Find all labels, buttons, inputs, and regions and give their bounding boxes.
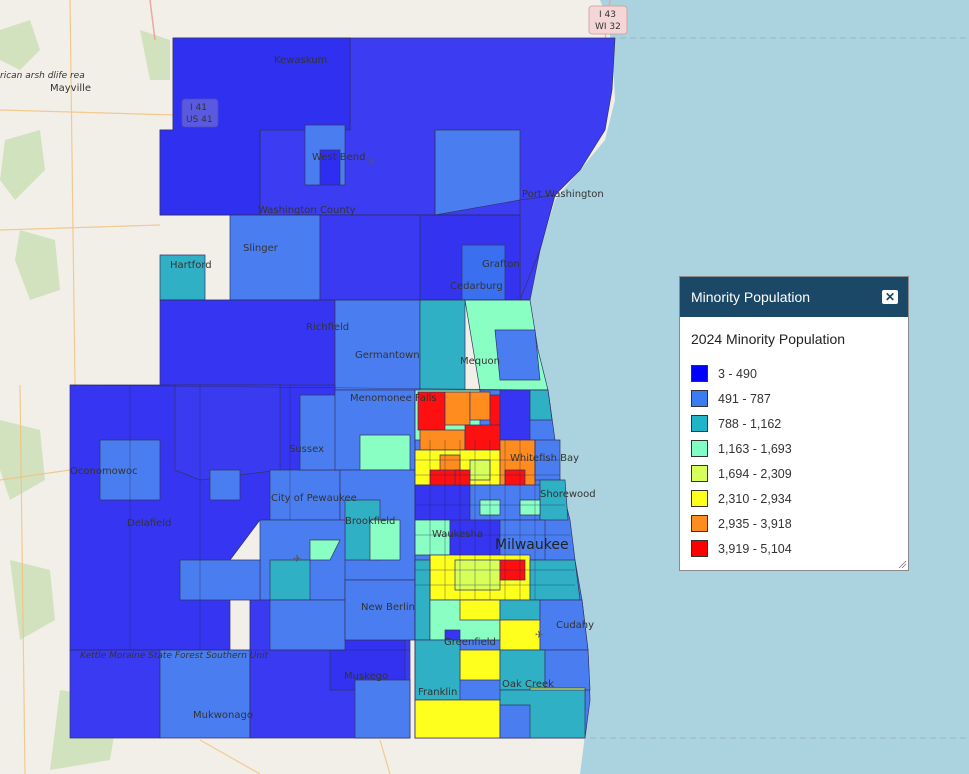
legend-item-label: 491 - 787	[718, 391, 771, 406]
legend-item: 1,694 - 2,309	[691, 461, 908, 486]
label-slinger: Slinger	[243, 243, 279, 254]
close-icon[interactable]: ✕	[882, 290, 898, 304]
legend-item-label: 1,163 - 1,693	[718, 441, 792, 456]
legend-swatch	[691, 440, 708, 457]
shield-us41-label: US 41	[186, 115, 213, 125]
label-muskego: Muskego	[344, 671, 388, 682]
label-sussex: Sussex	[289, 444, 324, 455]
label-richfield: Richfield	[306, 322, 349, 333]
label-city-of-pewaukee: City of Pewaukee	[271, 493, 357, 504]
legend-header: Minority Population ✕	[680, 277, 908, 317]
legend-list: 3 - 490 491 - 787 788 - 1,162 1,163 - 1,693…	[680, 361, 908, 561]
legend-title: Minority Population	[691, 289, 811, 305]
label-shorewood: Shorewood	[540, 489, 596, 500]
label-new-berlin: New Berlin	[361, 602, 415, 613]
label-menomonee-falls: Menomonee Falls	[350, 393, 437, 404]
shield-i43-label: I 43	[599, 10, 616, 20]
place-labels: Mayville Kewaskum West Bend Washington C…	[0, 55, 604, 721]
label-mequon: Mequon	[460, 356, 500, 367]
airport-icon: ✈	[293, 554, 301, 565]
legend-swatch	[691, 515, 708, 532]
label-oconomowoc: Oconomowoc	[70, 466, 138, 477]
label-oak-creek: Oak Creek	[502, 679, 554, 690]
legend-item: 788 - 1,162	[691, 411, 908, 436]
label-cedarburg: Cedarburg	[450, 281, 503, 292]
legend-item-label: 788 - 1,162	[718, 416, 782, 431]
label-mayville: Mayville	[50, 83, 91, 94]
legend-swatch	[691, 390, 708, 407]
legend-item: 2,935 - 3,918	[691, 511, 908, 536]
legend-item: 3,919 - 5,104	[691, 536, 908, 561]
airport-icon: ✈	[367, 157, 375, 168]
shield-i41-label: I 41	[190, 103, 207, 113]
label-grafton: Grafton	[482, 259, 520, 270]
label-west-bend: West Bend	[312, 152, 365, 163]
legend-panel: Minority Population ✕ 2024 Minority Popu…	[679, 276, 909, 571]
legend-item: 2,310 - 2,934	[691, 486, 908, 511]
label-kettle-moraine: Kettle Moraine State Forest Southern Uni…	[80, 651, 269, 661]
resize-handle-icon[interactable]	[898, 560, 907, 569]
label-washington-county: Washington County	[258, 205, 356, 216]
label-kewaskum: Kewaskum	[274, 55, 327, 66]
label-cudahy: Cudahy	[556, 620, 594, 631]
label-franklin: Franklin	[418, 687, 457, 698]
label-marsh-fragment: rican arsh dlife rea	[0, 71, 85, 81]
label-delafield: Delafield	[127, 518, 171, 529]
legend-item-label: 1,694 - 2,309	[718, 466, 792, 481]
legend-subtitle: 2024 Minority Population	[691, 331, 846, 347]
legend-item-label: 2,935 - 3,918	[718, 516, 792, 531]
legend-item-label: 3,919 - 5,104	[718, 541, 792, 556]
shield-wi32-label: WI 32	[595, 22, 621, 32]
legend-swatch	[691, 415, 708, 432]
shield-i43-wi32	[588, 5, 628, 35]
airport-icons: ✈ ✈ ✈	[293, 157, 543, 641]
label-mukwonago: Mukwonago	[193, 710, 253, 721]
label-germantown: Germantown	[355, 350, 420, 361]
legend-item-label: 2,310 - 2,934	[718, 491, 792, 506]
label-milwaukee: Milwaukee	[495, 537, 569, 553]
legend-item-label: 3 - 490	[718, 366, 757, 381]
label-port-washington: Port Washington	[522, 189, 604, 200]
legend-item: 491 - 787	[691, 386, 908, 411]
legend-swatch	[691, 365, 708, 382]
legend-item: 3 - 490	[691, 361, 908, 386]
legend-swatch	[691, 490, 708, 507]
legend-swatch	[691, 465, 708, 482]
tract-grid	[69, 38, 575, 738]
label-hartford: Hartford	[170, 260, 212, 271]
label-brookfield: Brookfield	[345, 516, 395, 527]
highway-shields: I 41 US 41 I 43 WI 32	[181, 5, 628, 128]
airport-icon: ✈	[535, 630, 543, 641]
legend-item: 1,163 - 1,693	[691, 436, 908, 461]
shield-i41-us41	[181, 98, 219, 128]
label-waukesha: Waukesha	[432, 529, 483, 540]
legend-swatch	[691, 540, 708, 557]
label-greenfield: Greenfield	[444, 637, 496, 648]
roads	[0, 0, 391, 774]
label-whitefish-bay: Whitefish Bay	[510, 453, 579, 464]
